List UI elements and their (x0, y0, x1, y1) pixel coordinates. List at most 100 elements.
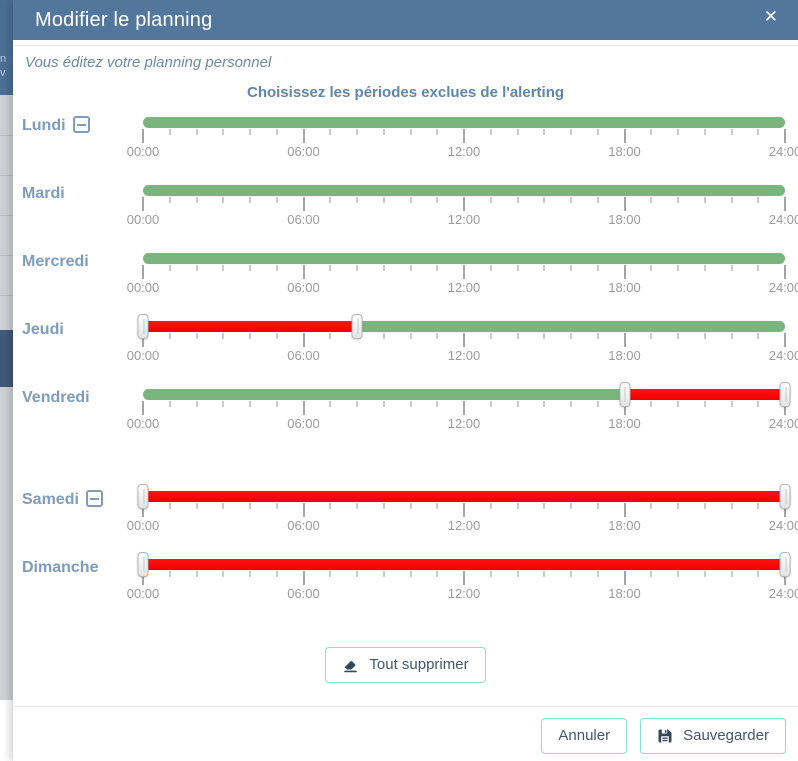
slider-handle[interactable] (137, 314, 149, 339)
slider-ticks (142, 502, 786, 518)
minor-tick (329, 571, 332, 577)
slider-handle[interactable] (619, 382, 630, 407)
major-tick (302, 503, 305, 517)
major-tick (302, 265, 305, 279)
minor-tick (543, 333, 546, 339)
day-row: Jeudi 00:00 06:00 12:00 18:00 24:00 (13, 314, 798, 389)
minor-tick (570, 197, 572, 203)
minor-tick (168, 197, 171, 203)
major-tick (463, 571, 465, 585)
day-label: Vendredi (22, 389, 90, 406)
major-tick (784, 571, 786, 585)
slider-handle[interactable] (779, 382, 791, 407)
minor-tick (222, 197, 225, 203)
slider-track[interactable] (143, 559, 785, 570)
minor-tick (222, 265, 225, 271)
major-tick (302, 129, 305, 143)
close-icon[interactable]: ✕ (763, 7, 778, 26)
major-tick (142, 401, 144, 415)
minor-tick (409, 129, 412, 135)
day-label-col: Mercredi (13, 253, 143, 321)
minor-tick (730, 571, 733, 577)
minor-tick (275, 401, 278, 407)
background-row-divider (0, 215, 13, 216)
minor-tick (382, 265, 385, 271)
minor-tick (168, 571, 171, 577)
minor-tick (543, 129, 546, 135)
background-page-block (0, 330, 13, 387)
minor-tick (275, 503, 278, 509)
tick-label: 06:00 (287, 416, 320, 431)
major-tick (463, 197, 465, 211)
slider-track[interactable] (143, 321, 785, 332)
minor-tick (382, 503, 385, 509)
background-page-fragment: v (0, 67, 6, 79)
tick-label: 06:00 (287, 518, 320, 533)
minor-tick (596, 571, 599, 577)
minor-tick (677, 333, 679, 339)
major-tick (302, 333, 305, 347)
clear-all-label: Tout supprimer (369, 656, 469, 673)
slider-track[interactable] (143, 185, 785, 196)
edit-planning-modal: Modifier le planning ✕ Vous éditez votre… (13, 0, 798, 761)
day-label: Lundi (22, 117, 66, 134)
clear-all-button[interactable]: Tout supprimer (325, 647, 486, 683)
remove-day-button[interactable] (85, 490, 103, 507)
slider-handle[interactable] (779, 484, 791, 509)
major-tick (784, 197, 786, 211)
minor-tick (356, 571, 358, 577)
tick-label: 12:00 (447, 586, 481, 601)
slider-handle[interactable] (137, 552, 149, 577)
minor-tick (650, 503, 653, 509)
cancel-button[interactable]: Annuler (541, 718, 628, 754)
slider-track[interactable] (143, 253, 785, 264)
tick-label: 24:00 (768, 212, 798, 227)
tick-label: 06:00 (287, 280, 320, 295)
tick-label: 06:00 (287, 212, 320, 227)
minor-tick (730, 265, 733, 271)
minor-tick (516, 197, 519, 203)
minor-tick (677, 197, 679, 203)
minor-tick (650, 197, 653, 203)
minor-tick (436, 129, 439, 135)
tick-label: 12:00 (447, 212, 481, 227)
tick-label: 18:00 (608, 416, 641, 431)
minor-tick (275, 571, 278, 577)
tick-label: 12:00 (447, 144, 481, 159)
minor-tick (489, 571, 492, 577)
day-row: Samedi 00:00 06:00 12:00 18:00 24:00 (13, 484, 798, 559)
slider-handle[interactable] (351, 314, 363, 339)
major-tick (623, 129, 626, 143)
minor-tick (329, 129, 332, 135)
slider-ticks (142, 264, 786, 280)
day-label: Samedi (22, 491, 79, 508)
slider-track[interactable] (143, 117, 785, 128)
slider-track[interactable] (143, 491, 785, 502)
minor-tick (677, 129, 679, 135)
minor-tick (596, 265, 599, 271)
minor-tick (596, 333, 599, 339)
minor-tick (222, 571, 225, 577)
tick-label: 18:00 (608, 348, 641, 363)
minor-tick (570, 401, 572, 407)
minor-tick (703, 333, 706, 339)
minor-tick (703, 571, 706, 577)
slider-handle[interactable] (137, 484, 149, 509)
slider-handle[interactable] (779, 552, 791, 577)
day-row: Mercredi 00:00 06:00 12:00 18:00 24:00 (13, 253, 798, 321)
save-button[interactable]: Sauvegarder (640, 718, 786, 754)
minor-tick (409, 265, 412, 271)
modal-header: Modifier le planning ✕ (13, 0, 798, 40)
day-slider: 00:00 06:00 12:00 18:00 24:00 (127, 552, 798, 627)
slider-track[interactable] (143, 389, 785, 400)
minor-tick (677, 571, 679, 577)
tick-label: 18:00 (608, 212, 641, 227)
day-label: Dimanche (22, 559, 99, 576)
minor-tick (596, 129, 599, 135)
minor-tick (222, 503, 225, 509)
minor-tick (436, 401, 439, 407)
save-label: Sauvegarder (683, 727, 769, 744)
slider-segment-included (143, 117, 785, 128)
minor-tick (409, 571, 412, 577)
remove-day-button[interactable] (72, 116, 90, 133)
